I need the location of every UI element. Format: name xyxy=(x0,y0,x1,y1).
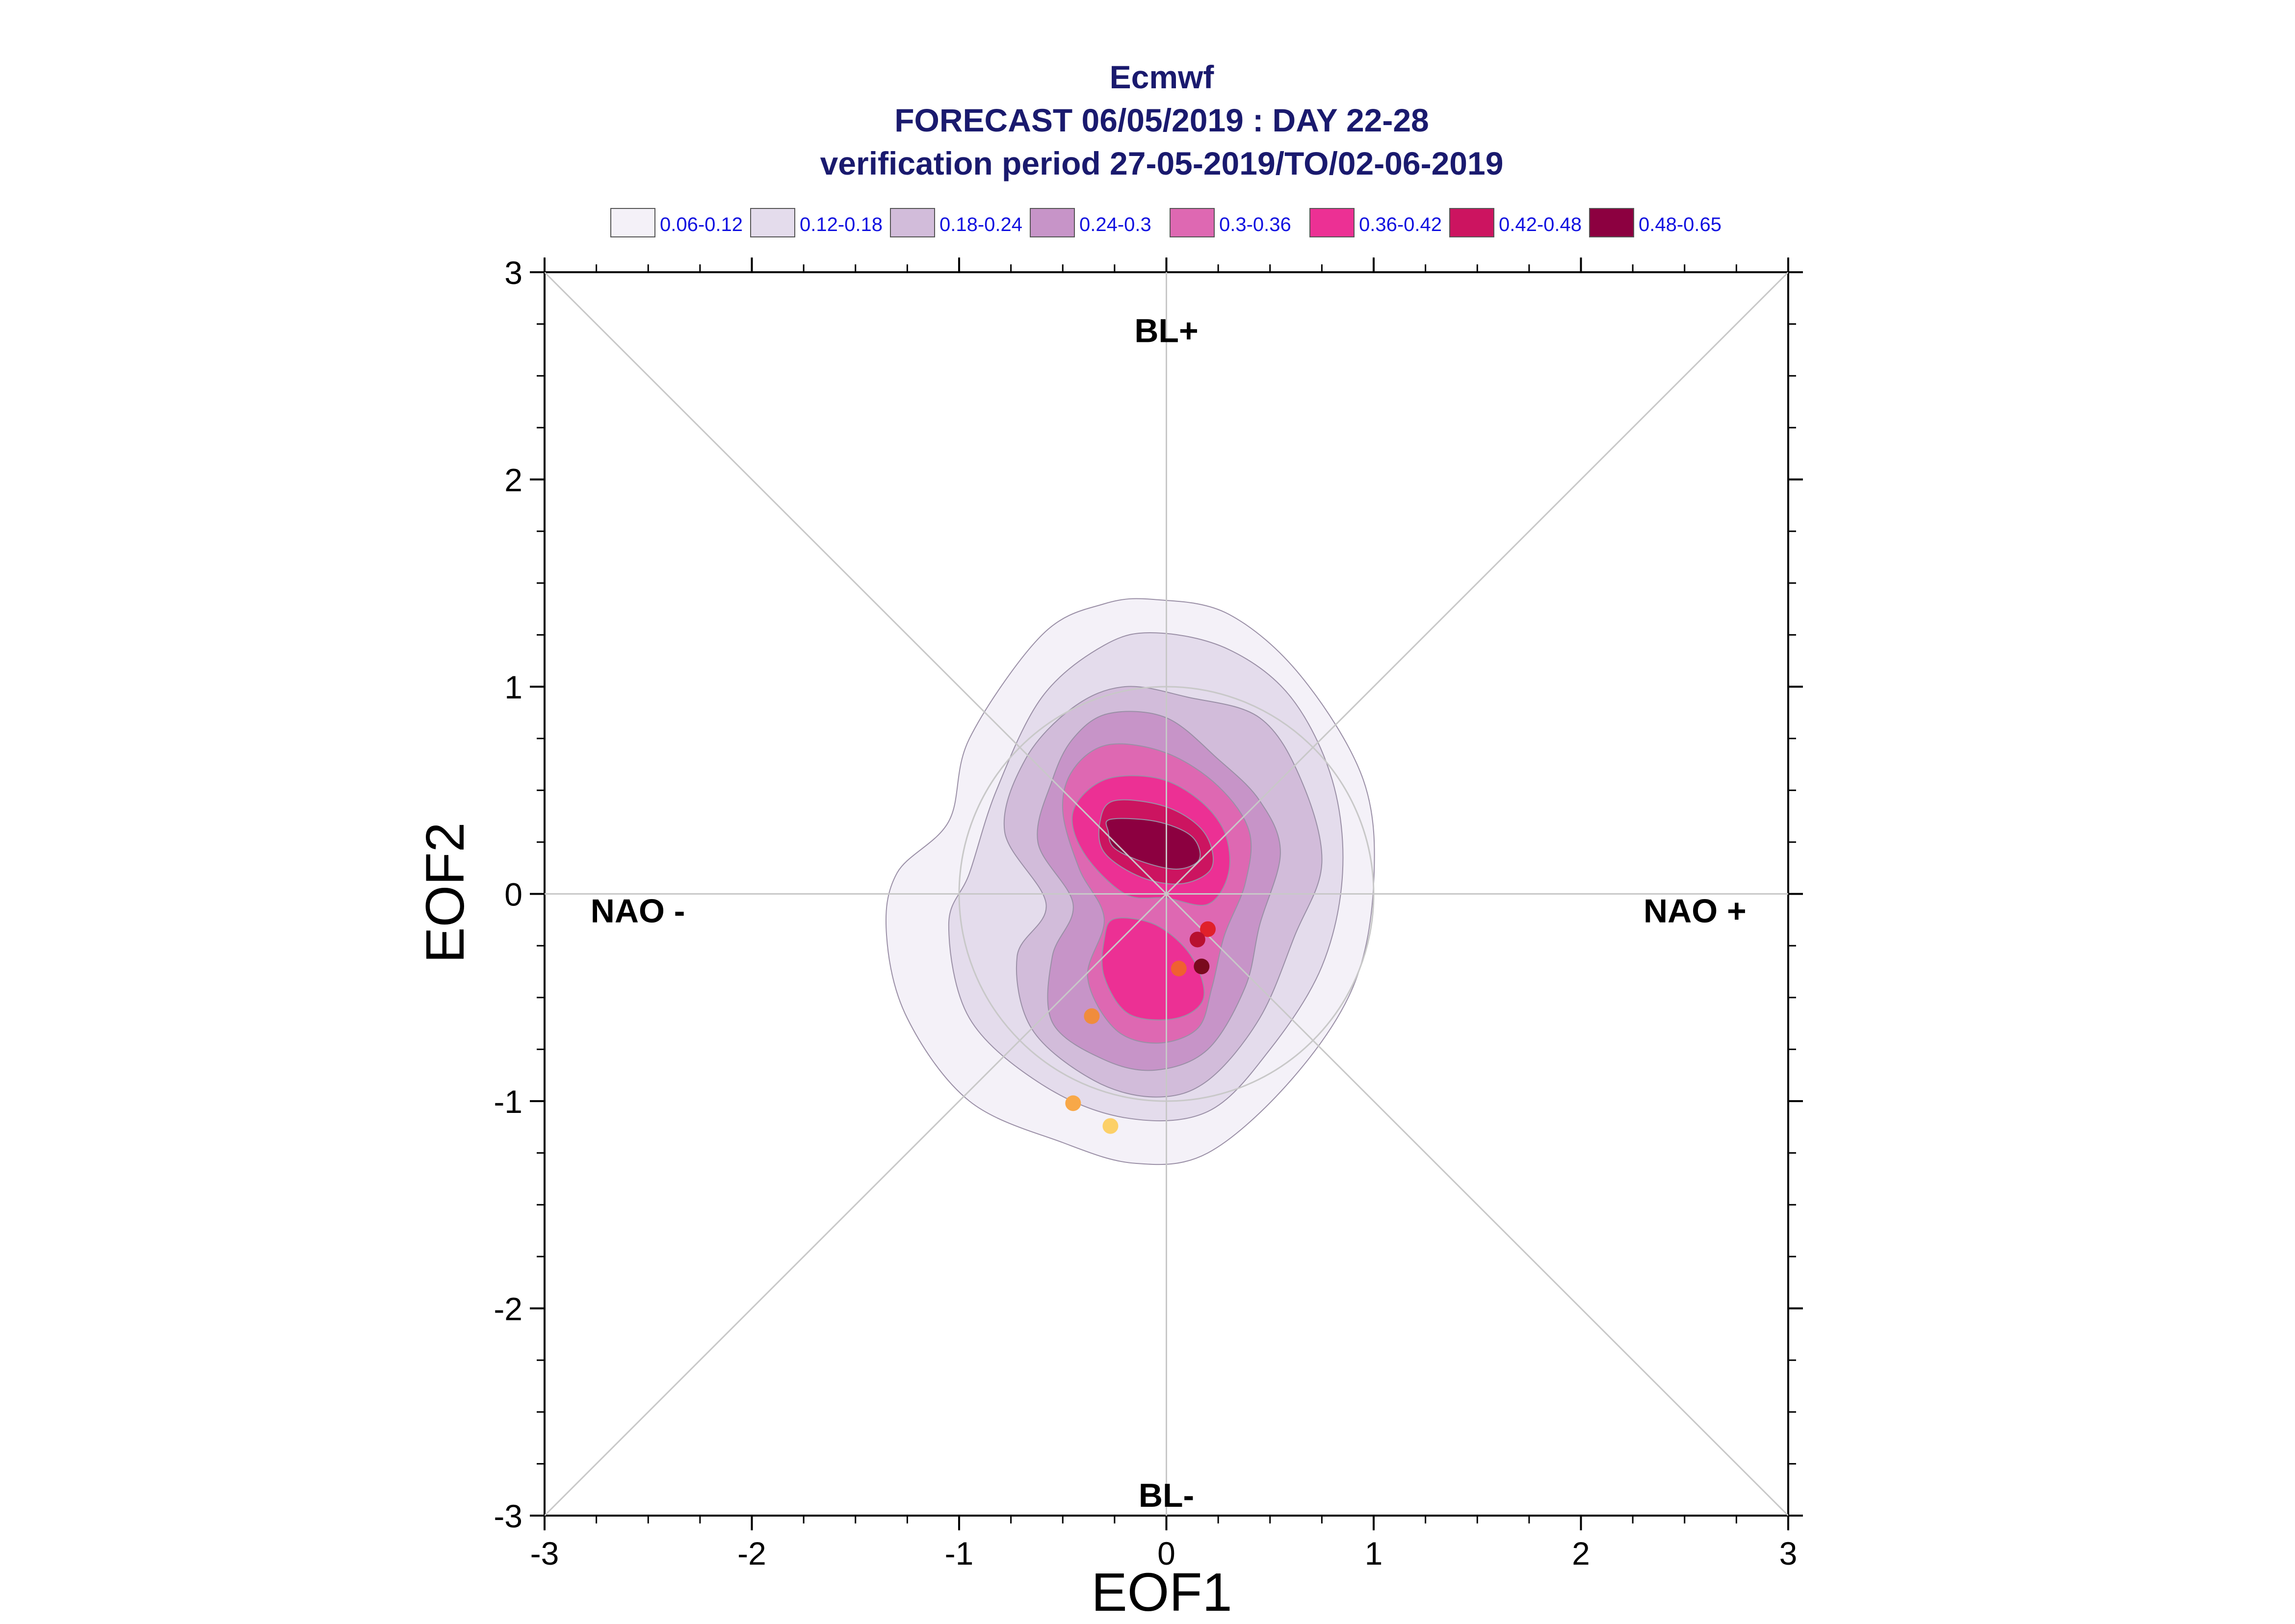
regime-label-4: NAO + xyxy=(1643,892,1747,929)
legend-label-6: 0.36-0.42 xyxy=(1359,214,1442,235)
unit-circle xyxy=(958,686,1375,1102)
grid-diagonal-2 xyxy=(544,271,1789,1517)
data-point-3 xyxy=(1194,958,1210,975)
legend-swatch-8 xyxy=(1589,208,1634,237)
legend-swatch-4 xyxy=(1030,208,1075,237)
data-point-5 xyxy=(1084,1008,1100,1024)
legend-swatch-5 xyxy=(1170,208,1215,237)
regime-label-2: BL- xyxy=(1139,1477,1194,1514)
regime-label-1: BL+ xyxy=(1134,312,1198,349)
legend-swatch-7 xyxy=(1449,208,1494,237)
legend-swatch-2 xyxy=(750,208,795,237)
data-point-6 xyxy=(1065,1095,1081,1111)
legend-label-2: 0.12-0.18 xyxy=(800,214,883,235)
x-tick-label-3: 0 xyxy=(1157,1535,1175,1572)
axis-ticks: -3 -2 -1 0 1 2 3 -3 -2 -1 0 1 2 3 xyxy=(494,255,1803,1572)
legend-label-8: 0.48-0.65 xyxy=(1639,214,1721,235)
y-tick-label-1: -2 xyxy=(494,1291,522,1327)
y-tick-label-6: 3 xyxy=(504,255,522,291)
chart-title: Ecmwf FORECAST 06/05/2019 : DAY 22-28 ve… xyxy=(820,59,1504,181)
y-axis-title: EOF2 xyxy=(415,822,475,963)
data-point-7 xyxy=(1102,1118,1119,1134)
gridlines xyxy=(544,271,1789,1517)
legend-label-4: 0.24-0.3 xyxy=(1079,214,1151,235)
title-line-2: FORECAST 06/05/2019 : DAY 22-28 xyxy=(894,102,1429,138)
x-tick-label-4: 1 xyxy=(1365,1535,1383,1572)
y-tick-label-5: 2 xyxy=(504,462,522,498)
legend-swatch-6 xyxy=(1309,208,1355,237)
plot-area: BL+ BL- NAO - NAO + -3 -2 -1 0 1 2 3 -3 -2 -1 0 1 2 3 xyxy=(494,255,1803,1572)
y-tick-label-0: -3 xyxy=(494,1498,522,1534)
data-point-2 xyxy=(1189,931,1205,948)
y-tick-label-4: 1 xyxy=(504,669,522,705)
x-axis-title: EOF1 xyxy=(1091,1562,1232,1623)
regime-labels: BL+ BL- NAO - NAO + xyxy=(591,312,1747,1514)
legend-label-1: 0.06-0.12 xyxy=(660,214,743,235)
y-tick-label-3: 0 xyxy=(504,876,522,913)
title-line-3: verification period 27-05-2019/TO/02-06-… xyxy=(820,145,1504,181)
x-tick-label-0: -3 xyxy=(530,1535,559,1572)
legend-swatch-1 xyxy=(610,208,655,237)
regime-label-3: NAO - xyxy=(591,892,685,929)
x-tick-label-2: -1 xyxy=(945,1535,974,1572)
legend-label-3: 0.18-0.24 xyxy=(939,214,1022,235)
data-point-4 xyxy=(1171,960,1187,977)
legend-label-7: 0.42-0.48 xyxy=(1499,214,1582,235)
y-tick-label-2: -1 xyxy=(494,1083,522,1120)
legend: 0.06-0.12 0.12-0.18 0.18-0.24 0.24-0.3 0.3-0… xyxy=(610,208,1721,237)
data-point-1 xyxy=(1200,921,1216,937)
x-tick-label-5: 2 xyxy=(1572,1535,1590,1572)
title-line-1: Ecmwf xyxy=(1110,59,1215,95)
x-tick-label-6: 3 xyxy=(1779,1535,1798,1572)
legend-label-5: 0.3-0.36 xyxy=(1219,214,1291,235)
x-tick-label-1: -2 xyxy=(737,1535,766,1572)
data-points xyxy=(1065,921,1216,1134)
legend-swatch-3 xyxy=(890,208,935,237)
